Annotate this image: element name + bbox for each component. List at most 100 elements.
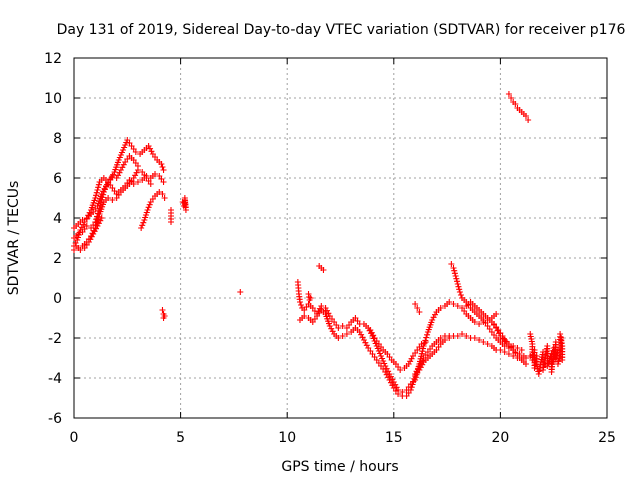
data-point [386, 371, 393, 377]
y-tick-label: 6 [53, 171, 62, 187]
data-point [159, 307, 166, 313]
data-point [455, 283, 462, 290]
data-point [522, 361, 529, 367]
data-point [323, 307, 330, 314]
data-point [144, 207, 151, 213]
data-point [307, 295, 314, 301]
data-point [367, 327, 374, 333]
data-point [94, 213, 101, 220]
data-point [356, 329, 363, 335]
data-point [454, 281, 461, 287]
data-point [145, 204, 152, 211]
data-point [390, 379, 397, 385]
axis-ticks: 0 5 10 15 20 25 -6 -4 -2 0 2 4 6 8 10 12 [44, 51, 616, 446]
data-point [77, 247, 84, 253]
y-tick-label: 0 [53, 291, 62, 307]
data-point [329, 328, 336, 335]
data-point [457, 292, 464, 298]
data-point [454, 303, 461, 309]
data-point [326, 323, 333, 329]
data-point [525, 117, 532, 123]
data-point [456, 286, 463, 293]
data-point [95, 181, 102, 188]
data-point [422, 339, 429, 345]
data-point [363, 342, 370, 349]
data-point [95, 207, 102, 214]
data-point [360, 337, 367, 343]
data-point [463, 333, 470, 339]
data-point [88, 233, 95, 240]
data-point [493, 311, 500, 317]
data-point [414, 305, 421, 311]
data-point [450, 301, 457, 307]
data-point [424, 331, 431, 338]
data-point [301, 313, 308, 319]
data-point [508, 95, 515, 101]
x-tick-label: 10 [278, 430, 296, 446]
data-point [325, 310, 332, 317]
data-point [85, 212, 92, 219]
data-point [497, 347, 504, 353]
data-point [86, 209, 93, 216]
data-point [92, 219, 99, 225]
data-point [419, 357, 426, 364]
data-point [522, 113, 529, 119]
data-point [91, 228, 98, 235]
data-point [545, 360, 552, 366]
data-point [454, 333, 461, 339]
data-point [412, 301, 419, 307]
x-tick-label: 5 [176, 430, 185, 446]
data-point [395, 391, 402, 397]
data-point [416, 363, 423, 369]
data-point [407, 387, 414, 393]
data-point [451, 270, 458, 277]
data-point [421, 340, 428, 347]
data-point [456, 289, 463, 295]
data-point [237, 289, 244, 295]
data-point [138, 225, 145, 231]
data-point [130, 175, 137, 181]
data-point [393, 384, 400, 391]
y-tick-label: 4 [53, 211, 62, 227]
data-point [554, 361, 561, 367]
data-point [555, 358, 562, 365]
data-point [97, 217, 104, 224]
data-point [134, 163, 141, 169]
data-point [93, 192, 100, 199]
data-point [93, 216, 100, 223]
data-point [429, 317, 436, 323]
data-point [160, 179, 167, 185]
data-point [385, 368, 392, 375]
data-point [446, 333, 453, 339]
y-tick-label: 10 [44, 91, 62, 107]
data-point [418, 350, 425, 357]
data-point [94, 210, 101, 217]
data-point [98, 199, 105, 206]
data-point [120, 161, 127, 168]
data-point [139, 222, 146, 229]
data-point [358, 331, 365, 338]
data-point [558, 335, 565, 341]
data-point [343, 331, 350, 337]
data-point [147, 145, 154, 152]
data-point [432, 311, 439, 318]
data-point [407, 358, 414, 365]
data-point [385, 374, 392, 381]
x-tick-label: 15 [385, 430, 403, 446]
data-point [94, 223, 101, 229]
data-point [512, 349, 519, 355]
data-point [320, 267, 327, 273]
data-point [335, 335, 342, 341]
data-point [518, 347, 525, 353]
data-point [98, 215, 105, 221]
data-point [505, 91, 512, 97]
data-point [87, 236, 94, 243]
data-point [328, 325, 335, 332]
data-point [476, 337, 483, 343]
data-point [140, 219, 147, 226]
data-point [414, 365, 421, 372]
data-point [389, 376, 396, 383]
data-point [386, 377, 393, 383]
data-point [389, 382, 396, 389]
